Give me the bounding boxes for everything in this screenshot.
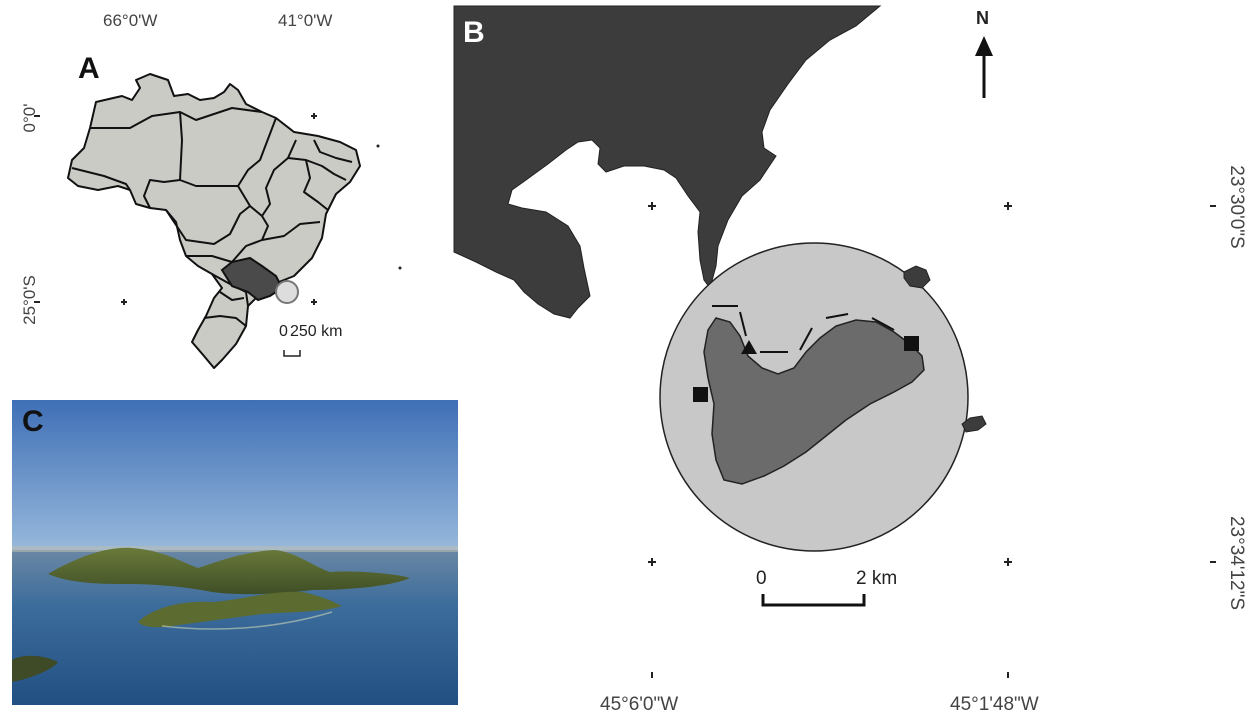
panel-a-scale-label-zero: 0 (279, 323, 288, 340)
panel-a-scale-bar (283, 350, 301, 357)
north-label: N (976, 8, 989, 28)
aerial-photo (12, 400, 458, 705)
north-arrow-icon (975, 36, 993, 98)
mainland-landmass (453, 5, 882, 319)
panel-b-lat-label-2: 23°34'12"S (1226, 515, 1247, 611)
square-site-icon (693, 387, 708, 402)
panel-b-scale-label-end: 2 km (856, 568, 898, 589)
panel-a-letter: A (78, 52, 100, 85)
brazil-map (34, 73, 402, 369)
square-site-icon (904, 336, 919, 351)
panel-b-lon-label-1: 45°6'0"W (600, 694, 679, 715)
islet-east (961, 415, 987, 433)
panel-b-lat-label-1: 23°30'0"S (1226, 165, 1247, 249)
transect-line (712, 305, 895, 353)
panel-a-scale-label-end: 250 km (290, 323, 343, 340)
panel-b-letter: B (463, 16, 485, 49)
panel-b-scale-label-zero: 0 (756, 568, 767, 589)
panel-a-lon-label-2: 41°0'W (278, 11, 333, 30)
panel-a-lon-label-1: 66°0'W (103, 11, 158, 30)
panel-c-letter: C (22, 405, 44, 438)
panel-b-lon-label-2: 45°1'48"W (950, 694, 1039, 715)
main-island (703, 317, 925, 485)
islet-north-east (903, 265, 931, 289)
study-area-locator (275, 280, 299, 304)
panel-b-graticule-marks (648, 202, 1216, 678)
triangle-site-icon (741, 340, 757, 354)
island-detail-map (453, 5, 1216, 678)
panel-b-scale-bar (761, 594, 866, 607)
